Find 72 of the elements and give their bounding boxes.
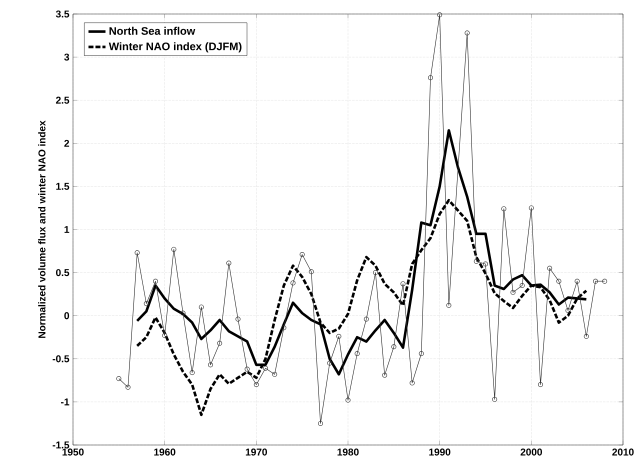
point — [346, 398, 350, 403]
point — [364, 316, 369, 322]
point — [171, 246, 176, 252]
point — [584, 334, 589, 339]
point — [327, 360, 332, 366]
point — [373, 270, 378, 276]
x-tick-label: 1950 — [62, 448, 84, 456]
point — [281, 325, 286, 330]
point — [162, 333, 168, 338]
point — [464, 30, 470, 36]
point — [190, 370, 195, 376]
point — [566, 308, 570, 314]
point — [400, 281, 406, 286]
point — [217, 340, 222, 346]
point — [134, 250, 140, 256]
point — [254, 382, 259, 388]
x-tick-label: 1980 — [338, 448, 359, 456]
point — [483, 261, 488, 266]
point — [336, 334, 342, 339]
point — [528, 205, 534, 210]
point — [226, 260, 232, 266]
point — [446, 302, 452, 308]
y-tick-label: 3.5 — [56, 10, 70, 18]
y-tick-label: 1.5 — [56, 182, 70, 190]
y-tick-label: 1 — [64, 226, 70, 233]
point — [474, 258, 479, 264]
point — [547, 266, 552, 271]
point — [144, 301, 149, 306]
y-tick-label: 2 — [64, 140, 70, 147]
point — [153, 278, 158, 284]
point — [556, 278, 562, 284]
y-tick-label: 3 — [64, 54, 70, 61]
y-tick-label: 0.5 — [56, 269, 70, 276]
y-axis-title: Normalized volume flux and winter NAO index — [38, 120, 46, 338]
legend-label: Winter NAO index (DJFM) — [108, 42, 242, 52]
point — [308, 269, 314, 274]
x-tick-label: 2010 — [612, 448, 634, 456]
point — [428, 75, 433, 80]
x-tick-label: 1990 — [429, 448, 450, 456]
point — [574, 278, 580, 284]
point — [300, 252, 305, 257]
point — [538, 382, 543, 388]
point — [198, 304, 204, 310]
point — [208, 362, 213, 368]
point — [437, 12, 442, 18]
point — [391, 344, 396, 350]
x-tick-label: 2000 — [520, 448, 542, 456]
x-tick-label: 1960 — [154, 448, 176, 456]
y-tick-label: 0 — [64, 312, 70, 320]
legend-label: North Sea inflow — [110, 26, 196, 35]
point — [492, 396, 498, 402]
point — [510, 290, 516, 295]
point — [272, 372, 278, 377]
x-tick-label: 1970 — [246, 448, 268, 456]
point — [410, 380, 415, 386]
point — [593, 278, 598, 284]
y-tick-label: -1.5 — [52, 442, 70, 448]
point — [501, 206, 506, 212]
point — [418, 351, 424, 356]
point — [354, 351, 360, 356]
point — [236, 316, 240, 322]
point — [382, 372, 388, 378]
y-tick-label: -1 — [61, 398, 70, 406]
y-tick-label: -0.5 — [52, 355, 70, 362]
point — [290, 280, 296, 286]
point — [244, 366, 250, 372]
point — [263, 366, 268, 371]
point — [126, 384, 130, 390]
y-tick-label: 2.5 — [56, 96, 70, 104]
point — [180, 310, 186, 316]
point — [318, 420, 323, 426]
point — [520, 283, 525, 288]
